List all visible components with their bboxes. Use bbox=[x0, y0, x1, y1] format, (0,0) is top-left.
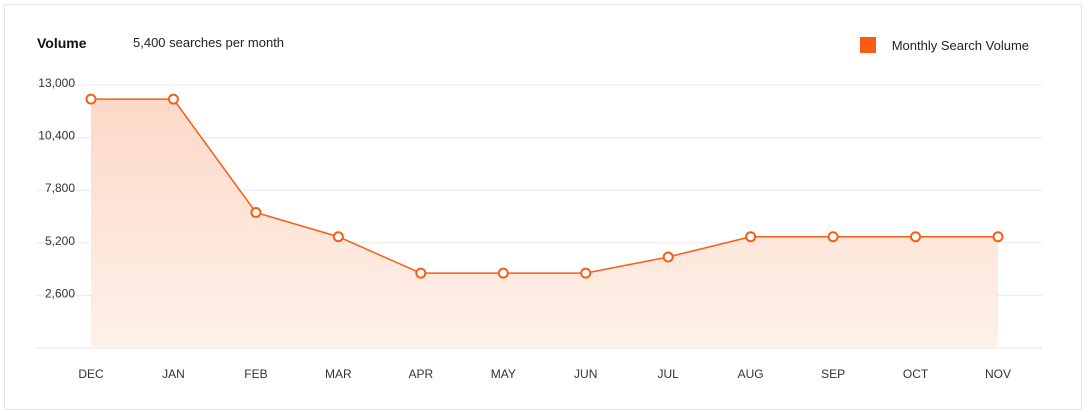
legend-label: Monthly Search Volume bbox=[891, 37, 1029, 53]
legend[interactable]: Monthly Search Volume bbox=[859, 37, 1029, 53]
x-tick-label: OCT bbox=[903, 367, 929, 381]
x-tick-label: APR bbox=[408, 367, 433, 381]
chart-title: Volume bbox=[37, 35, 87, 51]
x-tick-label: MAY bbox=[491, 367, 516, 381]
x-tick-label: SEP bbox=[821, 367, 845, 381]
x-tick-label: MAR bbox=[325, 367, 352, 381]
x-tick-label: AUG bbox=[738, 367, 764, 381]
legend-swatch bbox=[859, 37, 876, 53]
data-point-oct[interactable] bbox=[910, 231, 922, 243]
x-tick-label: FEB bbox=[244, 367, 267, 381]
data-point-jul[interactable] bbox=[662, 251, 674, 263]
data-point-apr[interactable] bbox=[415, 267, 427, 279]
series-line bbox=[91, 98, 998, 274]
x-tick-label: DEC bbox=[78, 367, 104, 381]
y-tick-label: 10,400 bbox=[38, 129, 75, 143]
data-point-jun[interactable] bbox=[580, 267, 592, 279]
y-tick-label: 7,800 bbox=[45, 181, 75, 195]
data-point-may[interactable] bbox=[497, 267, 509, 279]
data-point-jan[interactable] bbox=[167, 93, 179, 105]
data-point-mar[interactable] bbox=[332, 231, 344, 243]
x-tick-label: NOV bbox=[985, 367, 1011, 381]
series-area bbox=[91, 99, 998, 349]
x-tick-label: JUL bbox=[658, 367, 680, 381]
monthly-volume-summary: 5,400 searches per month bbox=[133, 35, 285, 50]
y-tick-label: 2,600 bbox=[45, 286, 75, 300]
data-point-aug[interactable] bbox=[745, 231, 757, 243]
data-point-dec[interactable] bbox=[85, 93, 97, 105]
data-point-nov[interactable] bbox=[992, 231, 1004, 243]
x-tick-label: JAN bbox=[162, 367, 185, 381]
data-point-sep[interactable] bbox=[827, 231, 839, 243]
y-tick-label: 13,000 bbox=[38, 76, 75, 90]
data-point-feb[interactable] bbox=[250, 206, 262, 218]
x-tick-label: JUN bbox=[574, 367, 597, 381]
y-tick-label: 5,200 bbox=[45, 234, 75, 248]
